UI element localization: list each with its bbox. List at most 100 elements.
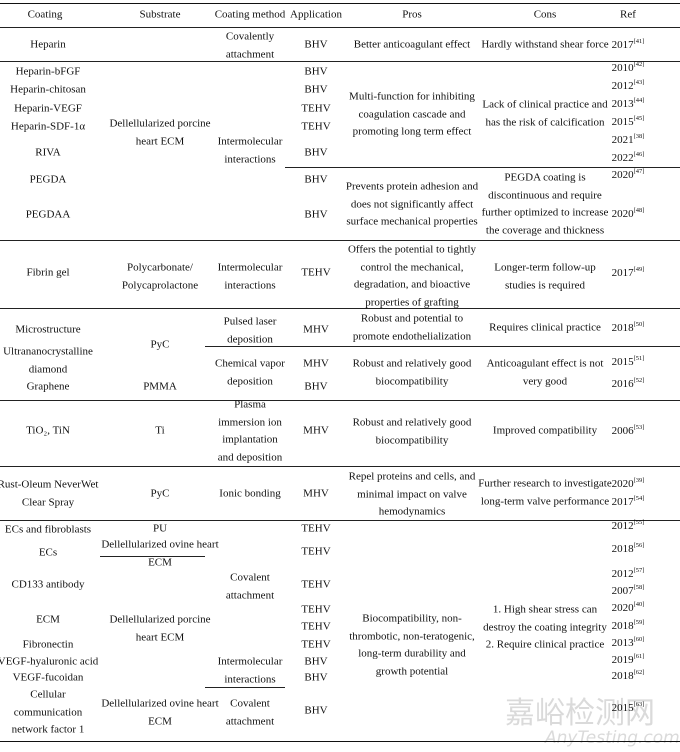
pros-cell-line: long-term durability and — [358, 647, 466, 660]
ref-year: 2015 — [611, 702, 634, 714]
table-rule — [0, 741, 680, 742]
app-cell-line: TEHV — [301, 522, 331, 535]
pros-cell-line: degradation, and bioactive — [353, 278, 471, 291]
substrate-cell-line: Dellellularized porcine — [109, 117, 211, 130]
ref-citation: [40] — [633, 601, 645, 608]
coating-cell-line: CD133 antibody — [11, 578, 85, 591]
method-cell-line: attachment — [225, 715, 275, 728]
table-rule — [0, 520, 680, 521]
method-cell-line: Intermolecular — [217, 655, 283, 668]
substrate-cell-line: Polycaprolactone — [121, 279, 199, 292]
app-cell-line: TEHV — [301, 266, 331, 279]
ref-year: 2016 — [611, 378, 634, 390]
cons-cell-line: Improved compatibility — [492, 424, 598, 437]
pros-cell-line: promoting long term effect — [352, 125, 472, 138]
ref-cell: 2012[55] — [612, 519, 645, 532]
coating-cell-line: Fibrin gel — [26, 266, 70, 279]
coating-cell-line: communication — [13, 706, 83, 719]
coating-cell-line: Microstructure — [15, 323, 81, 336]
cons-cell-line: has the risk of calcification — [485, 116, 605, 129]
method-cell-line: deposition — [227, 375, 273, 388]
coating-cell-line: PEGDAA — [25, 208, 71, 221]
ref-year: 2021 — [611, 134, 634, 146]
ref-year: 2012 — [611, 568, 634, 580]
table-rule — [100, 556, 205, 557]
ref-cell: 2019[61] — [612, 653, 645, 666]
ref-year: 2015 — [611, 356, 634, 368]
coating-cell-line: Cellular — [30, 688, 66, 701]
ref-cell: 2020[48] — [612, 207, 645, 220]
ref-year: 2013 — [611, 98, 634, 110]
app-cell-line: TEHV — [301, 620, 331, 633]
coating-cell-line: diamond — [28, 363, 68, 376]
coating-cell-line: Graphene — [26, 380, 70, 393]
app-cell-line: BHV — [304, 38, 328, 51]
ref-citation: [38] — [633, 133, 645, 140]
watermark-en: AnyTesting.com — [545, 728, 680, 748]
coating-cell-line: TiO₂, TiN — [26, 424, 70, 437]
cons-cell-line: PEGDA coating is — [504, 171, 586, 184]
cons-cell-line: the coverage and thickness — [485, 224, 605, 237]
coating-cell-line: PEGDA — [29, 173, 67, 186]
app-cell-line: MHV — [303, 323, 329, 336]
table-rule — [205, 346, 680, 347]
pros-cell-line: control the mechanical, — [360, 261, 464, 274]
column-header: Cons — [533, 8, 557, 21]
table-rule — [0, 466, 680, 467]
app-cell-line: BHV — [304, 380, 328, 393]
watermark-cn: 嘉峪检测网 — [505, 696, 655, 731]
pros-cell-line: Multi-function for inhibiting — [349, 90, 475, 103]
ref-cell: 2015[63] — [611, 701, 645, 714]
app-cell-line: MHV — [303, 357, 329, 370]
app-cell-line: BHV — [304, 146, 328, 159]
ref-cell: 2013[60] — [612, 636, 645, 649]
ref-cell: 2018[56] — [612, 542, 645, 555]
coating-cell-line: Fibronectin — [22, 638, 74, 651]
ref-cell: 2020[39] — [612, 477, 645, 490]
pros-cell-line: growth potential — [375, 665, 449, 678]
ref-cell: 2012[43] — [611, 79, 645, 92]
ref-year: 2020 — [611, 602, 634, 614]
table-rule — [0, 27, 680, 28]
ref-citation: [56] — [633, 542, 645, 549]
method-cell-line: interactions — [224, 673, 276, 686]
method-cell-line: Covalent — [230, 697, 270, 710]
ref-citation: [54] — [633, 495, 645, 502]
cons-cell-line: destroy the coating integrity — [483, 621, 607, 634]
table-rule — [0, 3, 680, 4]
ref-cell: 2015[51] — [611, 355, 645, 368]
ref-citation: [45] — [633, 115, 645, 122]
ref-citation: [60] — [633, 636, 645, 643]
pros-cell-line: Robust and relatively good — [352, 416, 472, 429]
method-cell-line: attachment — [225, 48, 275, 61]
coating-cell-line: Rust-Oleum NeverWet — [0, 478, 99, 491]
app-cell-line: MHV — [303, 487, 329, 500]
table-rule — [0, 308, 680, 309]
ref-year: 2015 — [611, 116, 634, 128]
cons-cell-line: 2. Require clinical practice — [485, 638, 605, 651]
method-cell-line: deposition — [227, 333, 273, 346]
app-cell-line: TEHV — [301, 102, 331, 115]
method-cell-line: and deposition — [217, 451, 283, 464]
ref-cell: 2007[58] — [611, 584, 645, 597]
coating-cell-line: RIVA — [35, 146, 61, 159]
column-header: Pros — [402, 8, 422, 21]
ref-cell: 2018[50] — [612, 321, 645, 334]
app-cell-line: BHV — [304, 173, 328, 186]
coating-cell-line: network factor 1 — [11, 723, 85, 736]
ref-citation: [44] — [633, 97, 645, 104]
ref-citation: [41] — [633, 38, 645, 45]
pros-cell-line: minimal impact on valve — [357, 488, 467, 501]
app-cell-line: TEHV — [301, 120, 331, 133]
app-cell-line: TEHV — [301, 545, 331, 558]
ref-year: 2012 — [611, 80, 634, 92]
ref-citation: [55] — [633, 519, 645, 526]
ref-year: 2007 — [611, 585, 634, 597]
pros-cell-line: does not significantly affect — [350, 198, 474, 211]
method-cell-line: implantation — [222, 433, 278, 446]
method-cell-line: Ionic bonding — [219, 487, 281, 500]
app-cell-line: MHV — [303, 424, 329, 437]
coating-cell-line: ECs — [38, 546, 58, 559]
ref-cell: 2018[62] — [612, 669, 645, 682]
